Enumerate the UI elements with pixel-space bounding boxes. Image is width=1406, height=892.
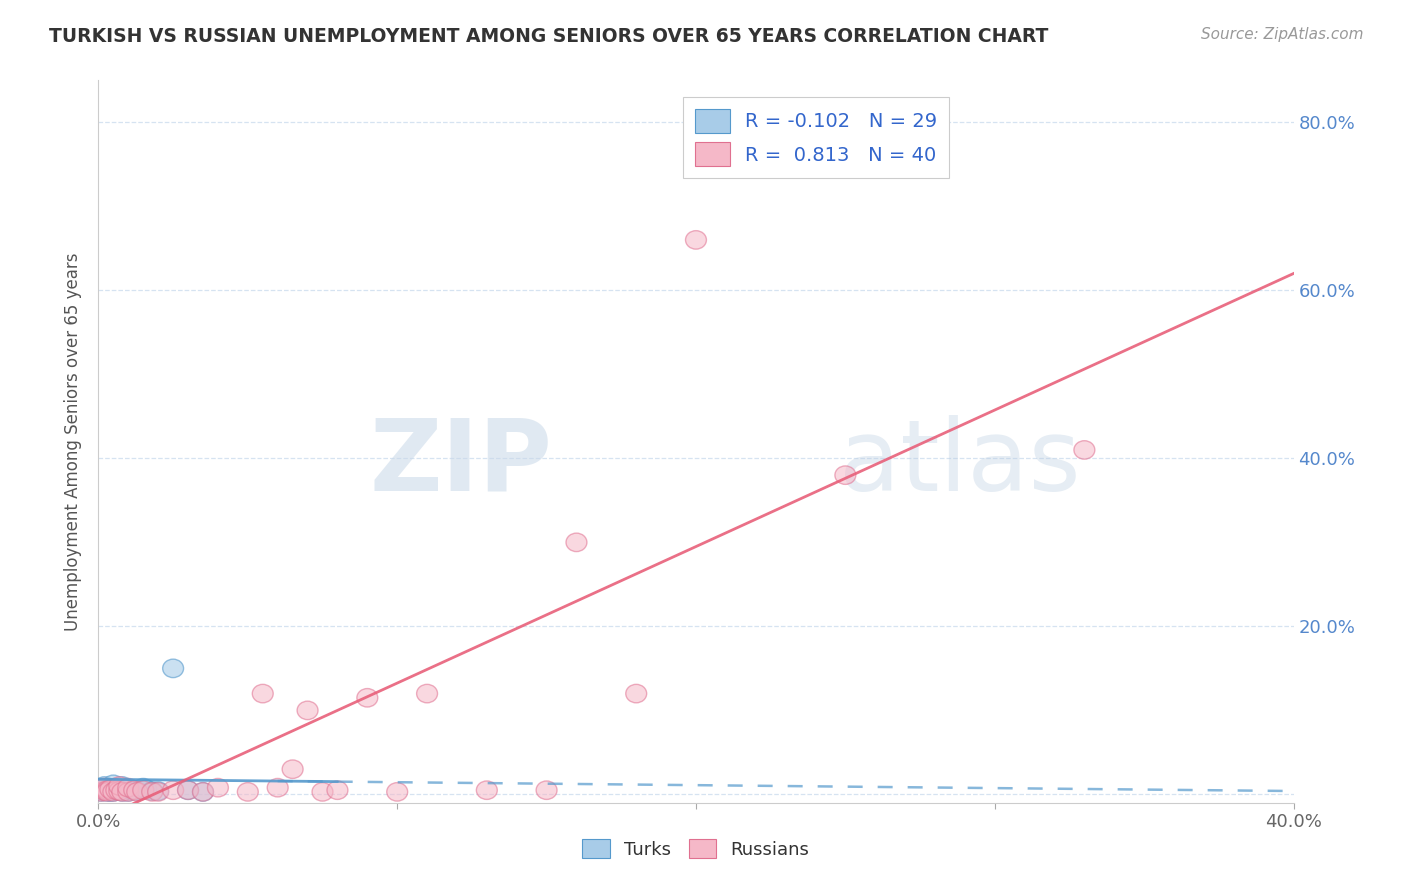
Ellipse shape <box>193 782 214 801</box>
Ellipse shape <box>252 684 273 703</box>
Text: atlas: atlas <box>839 415 1081 512</box>
Ellipse shape <box>97 782 118 801</box>
Ellipse shape <box>105 781 127 799</box>
Ellipse shape <box>357 689 378 707</box>
Text: ZIP: ZIP <box>370 415 553 512</box>
Ellipse shape <box>163 781 184 799</box>
Ellipse shape <box>686 231 706 249</box>
Ellipse shape <box>94 777 115 796</box>
Ellipse shape <box>142 781 163 800</box>
Ellipse shape <box>91 780 112 797</box>
Ellipse shape <box>94 781 115 800</box>
Ellipse shape <box>105 781 127 800</box>
Ellipse shape <box>136 780 156 798</box>
Ellipse shape <box>127 782 148 801</box>
Ellipse shape <box>94 781 115 800</box>
Ellipse shape <box>118 782 139 801</box>
Ellipse shape <box>127 781 148 800</box>
Ellipse shape <box>97 782 118 801</box>
Ellipse shape <box>387 782 408 801</box>
Ellipse shape <box>118 780 139 798</box>
Ellipse shape <box>835 466 856 484</box>
Ellipse shape <box>124 781 145 799</box>
Ellipse shape <box>567 533 586 551</box>
Ellipse shape <box>91 782 112 801</box>
Ellipse shape <box>148 781 169 800</box>
Ellipse shape <box>103 782 124 801</box>
Ellipse shape <box>103 782 124 801</box>
Ellipse shape <box>94 779 115 797</box>
Ellipse shape <box>100 780 121 798</box>
Ellipse shape <box>97 779 118 797</box>
Ellipse shape <box>108 781 129 800</box>
Ellipse shape <box>108 781 129 800</box>
Ellipse shape <box>148 782 169 801</box>
Ellipse shape <box>97 781 118 799</box>
Ellipse shape <box>142 782 163 801</box>
Ellipse shape <box>312 782 333 801</box>
Ellipse shape <box>118 779 139 797</box>
Ellipse shape <box>132 781 153 799</box>
Text: TURKISH VS RUSSIAN UNEMPLOYMENT AMONG SENIORS OVER 65 YEARS CORRELATION CHART: TURKISH VS RUSSIAN UNEMPLOYMENT AMONG SE… <box>49 27 1049 45</box>
Ellipse shape <box>238 782 259 801</box>
Ellipse shape <box>97 780 118 798</box>
Ellipse shape <box>328 781 347 799</box>
Ellipse shape <box>1074 441 1095 459</box>
Ellipse shape <box>91 780 112 798</box>
Ellipse shape <box>124 781 145 799</box>
Ellipse shape <box>193 782 214 801</box>
Ellipse shape <box>118 782 139 801</box>
Ellipse shape <box>297 701 318 720</box>
Ellipse shape <box>108 777 129 796</box>
Ellipse shape <box>177 781 198 799</box>
Ellipse shape <box>105 779 127 797</box>
Ellipse shape <box>416 684 437 703</box>
Ellipse shape <box>132 779 153 797</box>
Ellipse shape <box>283 760 304 779</box>
Ellipse shape <box>626 684 647 703</box>
Ellipse shape <box>163 659 184 678</box>
Legend: Turks, Russians: Turks, Russians <box>575 832 817 866</box>
Ellipse shape <box>536 781 557 799</box>
Ellipse shape <box>477 781 498 799</box>
Ellipse shape <box>267 779 288 797</box>
Ellipse shape <box>103 780 124 797</box>
Ellipse shape <box>103 775 124 794</box>
Ellipse shape <box>112 782 132 801</box>
Ellipse shape <box>100 781 121 799</box>
Ellipse shape <box>112 782 132 801</box>
Y-axis label: Unemployment Among Seniors over 65 years: Unemployment Among Seniors over 65 years <box>65 252 83 631</box>
Ellipse shape <box>115 781 136 799</box>
Text: Source: ZipAtlas.com: Source: ZipAtlas.com <box>1201 27 1364 42</box>
Ellipse shape <box>91 782 112 801</box>
Ellipse shape <box>177 781 198 799</box>
Ellipse shape <box>112 777 132 796</box>
Ellipse shape <box>208 779 228 797</box>
Ellipse shape <box>100 782 121 801</box>
